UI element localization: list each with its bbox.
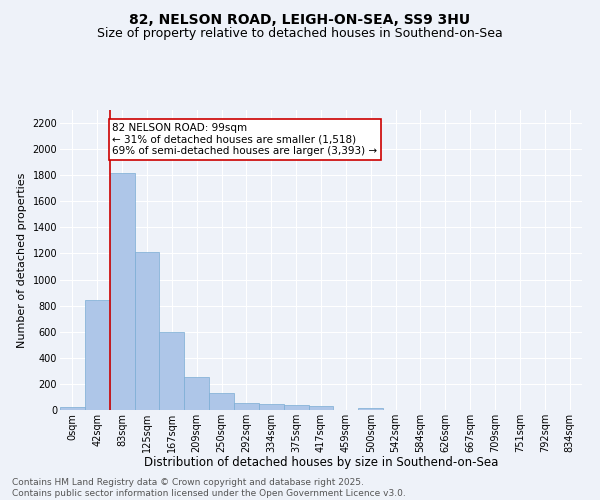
Bar: [85, 300, 110, 410]
Text: 82 NELSON ROAD: 99sqm
← 31% of detached houses are smaller (1,518)
69% of semi-d: 82 NELSON ROAD: 99sqm ← 31% of detached …: [112, 123, 377, 156]
Y-axis label: Number of detached properties: Number of detached properties: [17, 172, 27, 348]
Bar: [284, 406, 308, 410]
Text: 82, NELSON ROAD, LEIGH-ON-SEA, SS9 3HU: 82, NELSON ROAD, LEIGH-ON-SEA, SS9 3HU: [130, 12, 470, 26]
Bar: [134, 252, 160, 410]
Bar: [110, 172, 134, 410]
X-axis label: Distribution of detached houses by size in Southend-on-Sea: Distribution of detached houses by size …: [144, 456, 498, 469]
Bar: [184, 376, 209, 410]
Text: Contains HM Land Registry data © Crown copyright and database right 2025.
Contai: Contains HM Land Registry data © Crown c…: [12, 478, 406, 498]
Bar: [209, 393, 234, 410]
Text: Size of property relative to detached houses in Southend-on-Sea: Size of property relative to detached ho…: [97, 28, 503, 40]
Bar: [60, 406, 85, 410]
Bar: [259, 404, 284, 410]
Bar: [160, 332, 184, 410]
Bar: [308, 406, 334, 410]
Bar: [358, 408, 383, 410]
Bar: [234, 403, 259, 410]
